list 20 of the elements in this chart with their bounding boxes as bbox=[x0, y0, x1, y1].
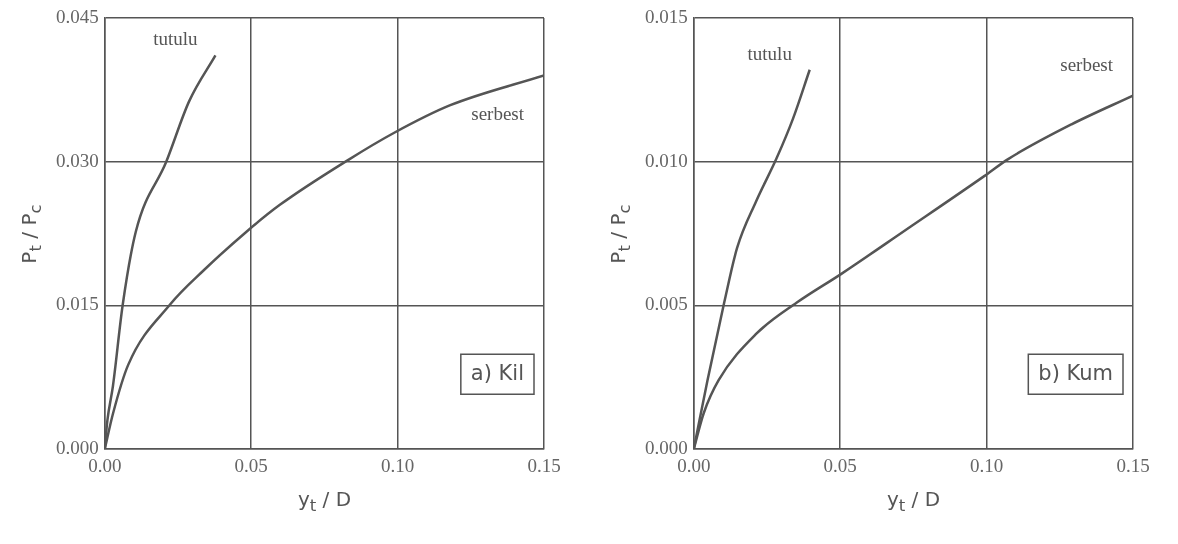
x-axis-title: y$_{t}$ / D bbox=[297, 487, 352, 516]
x-tick-label: 0.10 bbox=[969, 454, 1004, 476]
annotation: b) Kum bbox=[1038, 360, 1114, 385]
x-axis-title: y$_{t}$ / D bbox=[886, 487, 941, 516]
series-label: tutulu bbox=[747, 42, 793, 64]
y-tick-label: 0.015 bbox=[56, 293, 99, 315]
y-tick-label: 0.010 bbox=[645, 149, 688, 171]
series-label: serbest bbox=[471, 103, 525, 125]
series-label: serbest bbox=[1060, 53, 1114, 75]
y-tick-label: 0.030 bbox=[56, 149, 99, 171]
y-tick-label: 0.005 bbox=[645, 293, 688, 315]
x-tick-label: 0.05 bbox=[823, 454, 857, 476]
x-tick-label: 0.15 bbox=[1116, 454, 1150, 476]
x-tick-label: 0.10 bbox=[380, 454, 415, 476]
y-tick-label: 0.045 bbox=[56, 5, 99, 27]
x-tick-label: 0.05 bbox=[234, 454, 268, 476]
x-tick-label: 0.15 bbox=[527, 454, 561, 476]
y-tick-label: 0.015 bbox=[645, 5, 688, 27]
annotation: a) Kil bbox=[470, 360, 525, 385]
series-label: tutulu bbox=[153, 28, 199, 50]
